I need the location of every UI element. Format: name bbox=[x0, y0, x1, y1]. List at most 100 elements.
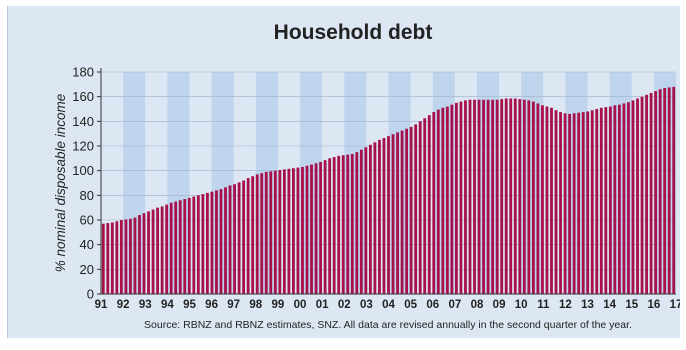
bar bbox=[400, 130, 404, 294]
bar bbox=[382, 137, 386, 294]
bar bbox=[418, 121, 422, 294]
bar bbox=[482, 99, 485, 294]
bar bbox=[305, 165, 309, 294]
bar bbox=[101, 223, 105, 294]
x-tick-label: 92 bbox=[117, 299, 130, 311]
bar bbox=[396, 132, 399, 294]
bar bbox=[255, 174, 259, 294]
bar bbox=[310, 164, 313, 294]
y-tick-label: 20 bbox=[80, 262, 94, 277]
bar bbox=[246, 178, 250, 294]
bar bbox=[133, 217, 137, 294]
axes bbox=[100, 68, 676, 295]
bar bbox=[531, 101, 535, 294]
bar bbox=[631, 100, 635, 294]
bar bbox=[432, 112, 436, 294]
x-tick-label: 09 bbox=[493, 299, 506, 311]
bar bbox=[165, 204, 169, 294]
bar bbox=[359, 149, 363, 294]
bar bbox=[142, 213, 146, 294]
bar bbox=[147, 211, 150, 294]
bar bbox=[378, 139, 381, 294]
bar bbox=[187, 197, 191, 294]
bar bbox=[192, 196, 196, 294]
bar bbox=[124, 219, 128, 294]
x-tick-label: 03 bbox=[360, 299, 373, 311]
bar bbox=[341, 155, 345, 294]
x-tick-label: 93 bbox=[139, 299, 152, 311]
bar bbox=[414, 124, 418, 295]
bar bbox=[301, 166, 304, 294]
bar bbox=[178, 200, 182, 294]
bar bbox=[649, 92, 653, 294]
bar bbox=[391, 134, 395, 294]
bar bbox=[237, 182, 241, 294]
bar bbox=[613, 105, 617, 294]
x-tick-label: 95 bbox=[183, 299, 196, 311]
source-note: Source: RBNZ and RBNZ estimates, SNZ. Al… bbox=[144, 319, 632, 331]
bar bbox=[115, 221, 119, 294]
bar bbox=[205, 192, 209, 294]
bar bbox=[278, 170, 282, 294]
bar bbox=[445, 106, 449, 295]
bar bbox=[550, 107, 553, 295]
bar bbox=[242, 180, 246, 294]
bar bbox=[169, 202, 173, 294]
bar bbox=[672, 86, 676, 294]
y-tick-label: 100 bbox=[72, 163, 94, 178]
bar bbox=[618, 104, 621, 294]
bar bbox=[522, 99, 526, 294]
bar bbox=[405, 128, 409, 294]
bar bbox=[486, 99, 490, 294]
bar bbox=[355, 152, 359, 294]
bar bbox=[577, 112, 581, 294]
bar bbox=[269, 171, 273, 294]
y-tick-label: 60 bbox=[80, 213, 94, 228]
bar bbox=[129, 218, 132, 294]
x-tick-label: 02 bbox=[338, 299, 351, 311]
bar bbox=[667, 87, 671, 295]
bar bbox=[273, 170, 277, 294]
x-tick-label: 00 bbox=[294, 299, 307, 311]
bar bbox=[572, 113, 576, 294]
x-tick-label: 11 bbox=[537, 299, 550, 311]
y-axis-label: % nominal disposable income bbox=[53, 94, 68, 273]
bar bbox=[604, 107, 608, 295]
x-tick-label: 06 bbox=[426, 299, 439, 311]
y-tick-labels: 0 20 40 60 80 100 120 140 160 180 bbox=[72, 65, 101, 302]
bar bbox=[663, 88, 667, 295]
x-tick-label: 94 bbox=[161, 299, 174, 311]
bar bbox=[541, 105, 544, 294]
bar bbox=[368, 144, 372, 294]
bar bbox=[106, 223, 110, 294]
bar bbox=[491, 99, 495, 294]
bar bbox=[500, 99, 504, 294]
x-tick-label: 13 bbox=[581, 299, 594, 311]
x-tick-label: 97 bbox=[227, 299, 240, 311]
bar bbox=[473, 99, 476, 294]
y-tick-label: 40 bbox=[80, 237, 94, 252]
bar bbox=[201, 194, 205, 294]
x-tick-label: 08 bbox=[471, 299, 484, 311]
bar bbox=[183, 199, 187, 294]
bar bbox=[536, 103, 540, 294]
bar bbox=[387, 136, 390, 294]
bar bbox=[251, 176, 255, 294]
bar bbox=[196, 195, 200, 294]
bar bbox=[654, 91, 658, 294]
bar bbox=[156, 207, 159, 294]
y-tick-label: 120 bbox=[72, 139, 94, 154]
bar bbox=[119, 220, 123, 294]
bar bbox=[409, 126, 413, 294]
bar bbox=[328, 158, 332, 294]
x-tick-label: 16 bbox=[647, 299, 660, 311]
bar bbox=[658, 89, 662, 295]
y-tick-label: 180 bbox=[72, 65, 94, 80]
bar bbox=[563, 113, 567, 294]
x-tick-label: 01 bbox=[316, 299, 329, 311]
bar bbox=[518, 99, 522, 294]
bar bbox=[436, 109, 440, 294]
x-tick-label: 96 bbox=[205, 299, 218, 311]
bar bbox=[332, 157, 336, 294]
